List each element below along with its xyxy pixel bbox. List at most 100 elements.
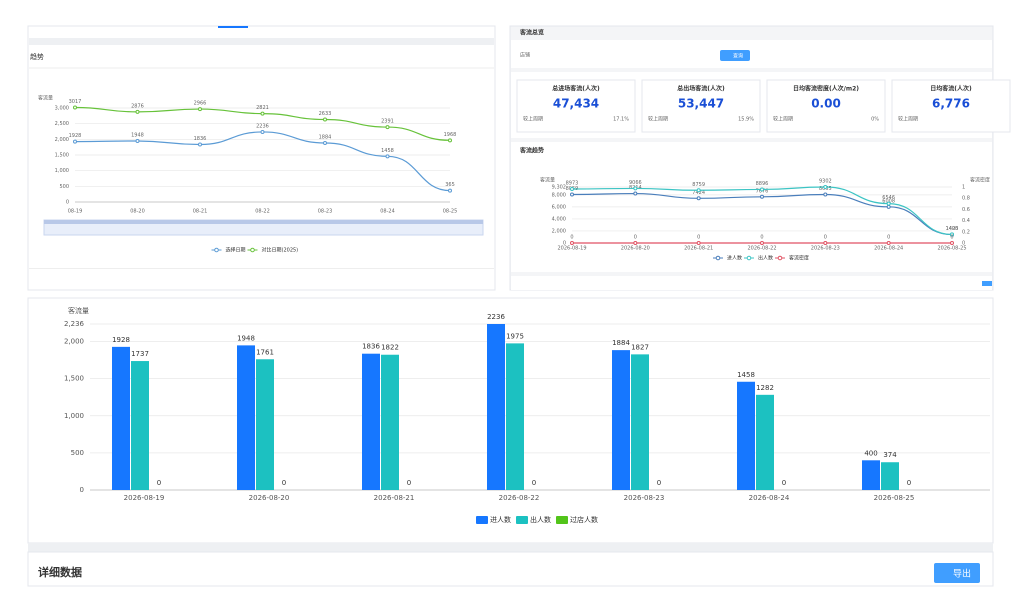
card-compare: 较上周期: [773, 116, 793, 123]
y-tick-label: 6,000: [552, 204, 566, 210]
point: [760, 241, 764, 245]
data-label: 1968: [444, 132, 457, 138]
data-label: 0: [782, 479, 786, 487]
data-label: 1425: [946, 226, 959, 232]
query-label[interactable]: 查询: [733, 53, 743, 60]
data-label: 1822: [381, 344, 399, 352]
data-label: 6008: [882, 198, 895, 204]
chart-title: 客流趋势: [519, 147, 544, 155]
x-tick-label: 08-21: [193, 209, 208, 215]
point: [323, 140, 327, 145]
data-label: 0: [407, 479, 411, 487]
data-label: 1458: [737, 371, 755, 379]
point: [323, 117, 327, 122]
data-label: 0: [157, 479, 161, 487]
legend-swatch: [715, 255, 721, 261]
data-label: 8759: [692, 182, 705, 188]
data-label: 1737: [131, 350, 149, 358]
y-tick-label: 0: [563, 241, 566, 247]
data-label: 0: [282, 479, 286, 487]
y-tick-label: 2,236: [64, 320, 85, 328]
point: [633, 191, 638, 196]
bar: [362, 353, 380, 490]
x-tick-label: 2026-08-20: [249, 494, 290, 502]
filter-bar: [511, 40, 992, 68]
zoom-handle[interactable]: [44, 220, 483, 224]
y-axis-label: 客流量: [38, 95, 53, 102]
data-label: 8973: [566, 180, 579, 186]
card-change: 0%: [871, 117, 879, 123]
data-label: 0: [634, 235, 637, 241]
data-label: 0: [950, 235, 953, 241]
card-compare: 较上周期: [648, 116, 668, 123]
point: [385, 125, 390, 130]
point: [696, 241, 701, 245]
data-label: 3017: [69, 99, 82, 105]
data-label: 0: [532, 479, 536, 487]
point: [696, 188, 701, 193]
card-change: 17.1%: [613, 117, 629, 123]
x-tick-label: 2026-08-22: [747, 246, 776, 252]
data-label: 0: [760, 235, 763, 241]
overview-title: 客流总览: [519, 29, 544, 37]
point: [135, 109, 140, 114]
point: [198, 107, 202, 112]
bar: [237, 345, 255, 490]
y-tick-label: 0: [80, 486, 84, 494]
bar: [881, 462, 899, 490]
y-tick-label: 1,000: [64, 412, 84, 420]
data-label: 2391: [381, 119, 394, 125]
point: [385, 154, 390, 159]
point: [198, 142, 202, 147]
card-title: 总出场客流(人次): [677, 85, 725, 93]
point: [260, 111, 265, 116]
data-label: 1928: [69, 133, 82, 139]
y-tick-label: 9,302: [552, 185, 566, 191]
data-label: 2876: [131, 103, 144, 109]
x-tick-label: 08-20: [130, 209, 145, 215]
data-label: 2633: [319, 111, 332, 117]
bar: [737, 381, 755, 490]
x-tick-label: 08-22: [255, 209, 270, 215]
card-value: 47,434: [553, 97, 599, 111]
query-button[interactable]: [720, 50, 750, 61]
bar: [631, 354, 649, 490]
data-label: 9066: [629, 180, 642, 186]
bar: [112, 346, 130, 490]
card-value: 53,447: [678, 97, 724, 111]
data-label: 2236: [256, 123, 269, 129]
export-button[interactable]: [982, 281, 992, 286]
y-tick-label: 2,000: [55, 137, 69, 143]
stat-card: [641, 79, 761, 133]
export-button[interactable]: [934, 563, 980, 583]
data-label: 2966: [194, 101, 207, 107]
y2-axis-label: 客流密度: [970, 177, 990, 184]
card-title: 总进场客流(人次): [552, 85, 600, 93]
data-label: 1884: [612, 339, 630, 347]
point: [886, 201, 891, 206]
export-label[interactable]: 导出: [953, 568, 971, 580]
x-tick-label: 2026-08-22: [499, 494, 540, 502]
y-tick-label: 1,500: [55, 153, 69, 159]
legend-swatch: [556, 516, 568, 524]
legend-swatch: [746, 255, 752, 261]
data-label: 1836: [362, 343, 380, 351]
y-tick-label: 1,000: [55, 168, 69, 174]
legend-swatch: [516, 516, 528, 524]
data-label: 0: [824, 235, 827, 241]
x-tick-label: 2026-08-20: [621, 246, 650, 252]
detail-title: 详细数据: [38, 565, 82, 579]
y-tick-label: 4,000: [552, 216, 566, 222]
data-label: 0: [657, 479, 661, 487]
data-label: 1975: [506, 332, 524, 340]
data-label: 400: [864, 449, 877, 457]
data-label: 1948: [237, 334, 255, 342]
bar: [756, 394, 774, 490]
trend-panel: [27, 25, 496, 291]
legend-label: 过店人数: [570, 515, 598, 524]
stat-card: [766, 79, 886, 133]
bar: [256, 359, 274, 490]
point: [448, 138, 452, 143]
legend-swatch: [214, 247, 219, 253]
card-value: 0.00: [811, 97, 841, 111]
